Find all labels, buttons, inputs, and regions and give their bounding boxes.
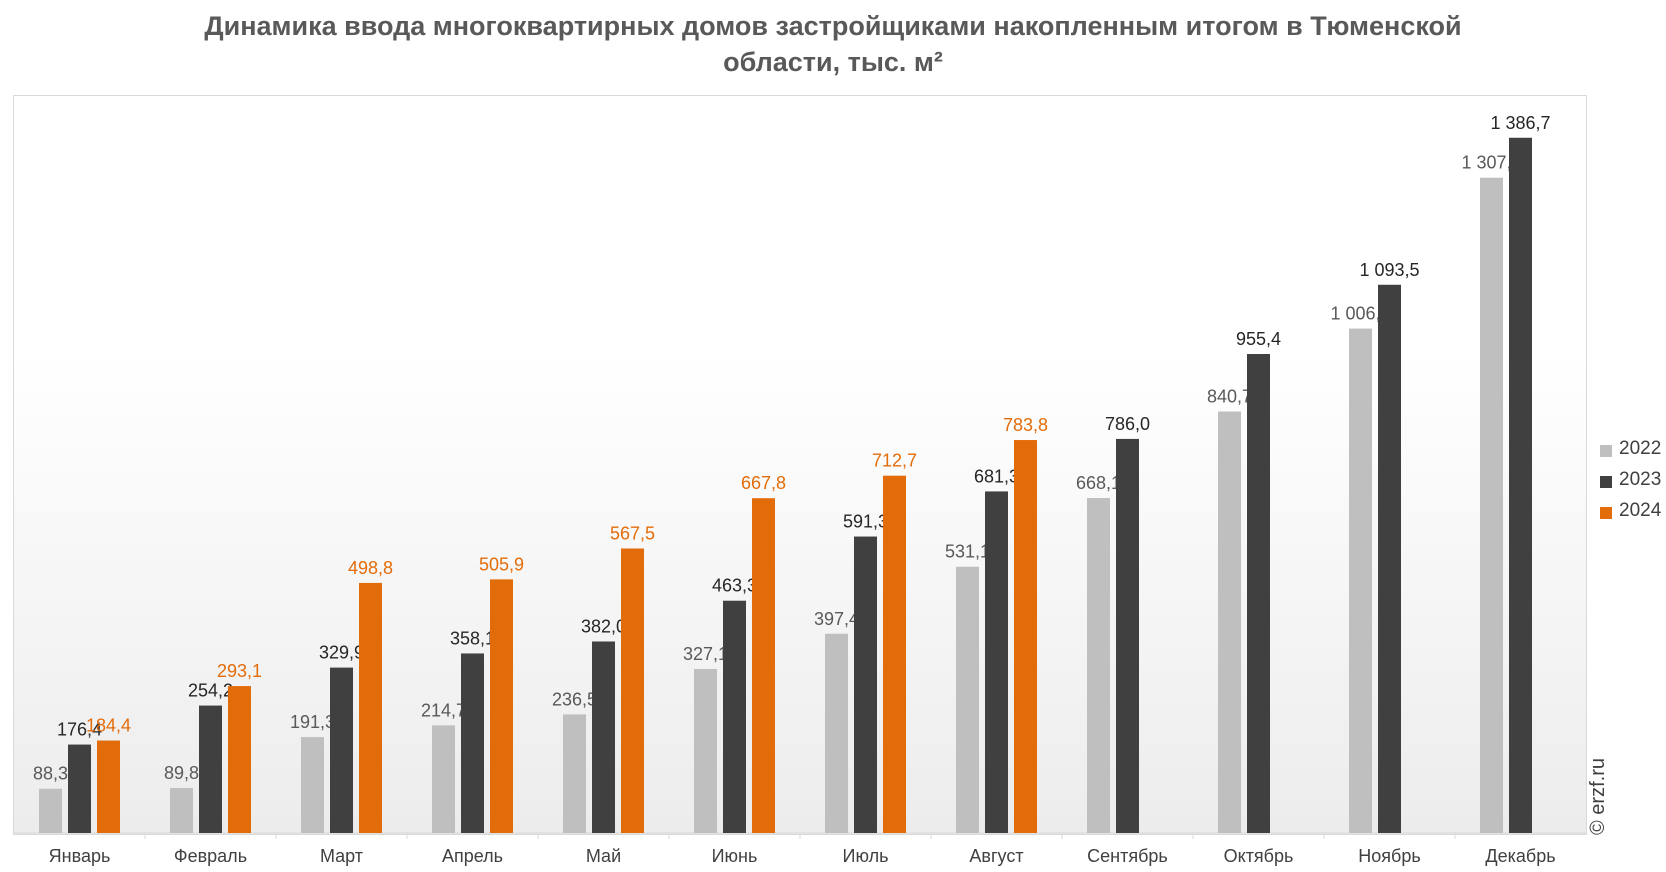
legend-label-2022: 2022 <box>1619 438 1662 459</box>
chart-title: Динамика ввода многоквартирных домов зас… <box>0 8 1666 80</box>
x-tick-label-6: Июнь <box>712 846 758 866</box>
data-label-2022-8: 531,1 <box>945 542 990 562</box>
data-label-2023-7: 591,3 <box>843 512 888 532</box>
bar-2022-9 <box>1087 498 1110 833</box>
chart-title-line-2: области, тыс. м² <box>723 47 943 77</box>
x-tick-label-9: Сентябрь <box>1087 846 1168 866</box>
x-tick-label-1: Январь <box>49 846 111 866</box>
data-label-2024-1: 184,4 <box>86 716 131 736</box>
bar-2024-1 <box>97 740 120 833</box>
chart-title-line-1: Динамика ввода многоквартирных домов зас… <box>204 11 1462 41</box>
x-tick-label-11: Ноябрь <box>1358 846 1420 866</box>
bar-2023-5 <box>592 641 615 833</box>
data-label-2022-4: 214,7 <box>421 700 466 720</box>
data-label-2022-9: 668,1 <box>1076 473 1121 493</box>
data-label-2024-6: 667,8 <box>741 473 786 493</box>
legend-label-2023: 2023 <box>1619 469 1662 490</box>
x-tick-label-4: Апрель <box>442 846 503 866</box>
x-tick-label-8: Август <box>969 846 1023 866</box>
bar-2022-4 <box>432 725 455 833</box>
data-label-2023-3: 329,9 <box>319 643 364 663</box>
legend-swatch-2024 <box>1600 507 1612 519</box>
data-label-2024-4: 505,9 <box>479 554 524 574</box>
bar-2022-3 <box>301 737 324 833</box>
data-label-2023-12: 1 386,7 <box>1490 113 1550 133</box>
x-tick-label-3: Март <box>320 846 363 866</box>
data-label-2022-12: 1 307,0 <box>1461 153 1521 173</box>
data-label-2023-2: 254,2 <box>188 681 233 701</box>
bar-2023-2 <box>199 705 222 833</box>
data-label-2022-3: 191,3 <box>290 712 335 732</box>
bar-2023-4 <box>461 653 484 833</box>
bar-2022-7 <box>825 633 848 833</box>
bar-2024-4 <box>490 579 513 833</box>
data-label-2022-5: 236,5 <box>552 689 597 709</box>
data-label-2022-1: 88,3 <box>33 764 68 784</box>
bar-2024-3 <box>359 582 382 833</box>
x-tick-label-12: Декабрь <box>1485 846 1555 866</box>
legend-swatch-2022 <box>1600 445 1612 457</box>
bar-2022-5 <box>563 714 586 833</box>
x-tick-label-10: Октябрь <box>1224 846 1294 866</box>
bar-2024-6 <box>752 498 775 833</box>
data-label-2023-10: 955,4 <box>1236 329 1281 349</box>
bar-2023-9 <box>1116 438 1139 833</box>
legend-swatch-2023 <box>1600 476 1612 488</box>
data-label-2023-1: 176,4 <box>57 720 102 740</box>
data-label-2023-9: 786,0 <box>1105 414 1150 434</box>
data-label-2022-10: 840,7 <box>1207 387 1252 407</box>
data-label-2024-2: 293,1 <box>217 661 262 681</box>
data-label-2023-6: 463,3 <box>712 576 757 596</box>
data-label-2022-7: 397,4 <box>814 609 859 629</box>
bar-2022-12 <box>1480 177 1503 833</box>
bar-2023-7 <box>854 536 877 833</box>
data-label-2024-7: 712,7 <box>872 451 917 471</box>
data-label-2023-11: 1 093,5 <box>1359 260 1419 280</box>
x-tick-label-5: Май <box>586 846 621 866</box>
plot-area <box>13 95 1587 835</box>
bar-2023-10 <box>1247 354 1270 833</box>
data-label-2024-8: 783,8 <box>1003 415 1048 435</box>
x-tick-label-7: Июль <box>843 846 889 866</box>
bar-2022-6 <box>694 669 717 833</box>
data-label-2023-4: 358,1 <box>450 628 495 648</box>
bar-2022-11 <box>1349 328 1372 833</box>
data-label-2024-5: 567,5 <box>610 523 655 543</box>
bar-2024-2 <box>228 686 251 833</box>
bar-2022-10 <box>1218 411 1241 833</box>
watermark: © erzf.ru <box>1587 758 1609 835</box>
bar-2022-1 <box>39 788 62 833</box>
bar-2023-1 <box>68 744 91 833</box>
bar-2024-5 <box>621 548 644 833</box>
data-label-2022-6: 327,1 <box>683 644 728 664</box>
bar-2023-6 <box>723 600 746 833</box>
data-label-2022-11: 1 006,1 <box>1330 304 1390 324</box>
bar-2022-2 <box>170 787 193 833</box>
x-tick-label-2: Февраль <box>174 846 247 866</box>
bar-2023-11 <box>1378 284 1401 834</box>
data-label-2023-5: 382,0 <box>581 616 626 636</box>
data-label-2023-8: 681,3 <box>974 466 1019 486</box>
bar-2023-8 <box>985 491 1008 833</box>
legend-label-2024: 2024 <box>1619 500 1662 521</box>
bar-2024-7 <box>883 475 906 833</box>
data-label-2022-2: 89,8 <box>164 763 199 783</box>
bar-2022-8 <box>956 566 979 833</box>
bar-2023-12 <box>1509 137 1532 834</box>
data-label-2024-3: 498,8 <box>348 558 393 578</box>
bar-2024-8 <box>1014 440 1037 833</box>
bar-2023-3 <box>330 667 353 833</box>
